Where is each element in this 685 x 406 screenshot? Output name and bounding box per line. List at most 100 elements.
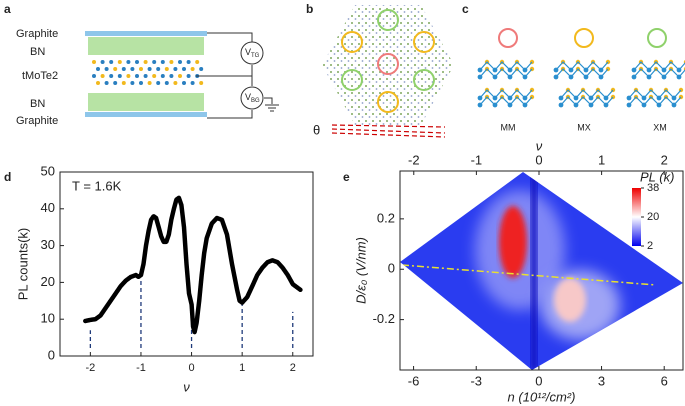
- wires: [196, 32, 279, 119]
- atom: [96, 81, 100, 85]
- y-tick-label: 0: [48, 347, 55, 362]
- site: [647, 28, 667, 48]
- colorbar-tick-label: 38: [647, 182, 659, 194]
- layer-label: Graphite: [16, 115, 58, 127]
- bond: [479, 61, 533, 71]
- bond: [628, 96, 682, 106]
- stacking-label: MM: [501, 122, 516, 132]
- atom: [190, 81, 195, 85]
- atom: [182, 81, 186, 85]
- atom: [178, 74, 182, 78]
- bond: [633, 68, 685, 78]
- atom: [100, 74, 105, 78]
- panel-labels: a b c d e: [4, 2, 469, 184]
- atom: [109, 60, 114, 64]
- moire-lattice: θ: [313, 5, 454, 138]
- x2-axis-label: ν: [536, 138, 543, 153]
- bond: [560, 96, 614, 106]
- atom: [160, 60, 165, 64]
- bn: [88, 37, 204, 55]
- x-tick-label: -3: [470, 373, 482, 388]
- atom: [121, 67, 126, 71]
- atom: [182, 67, 186, 71]
- atom: [92, 74, 96, 78]
- x-tick-label: 1: [239, 362, 245, 374]
- bond: [633, 61, 685, 71]
- atom: [147, 67, 152, 71]
- lattice: [322, 5, 454, 125]
- plot-frame: [59, 171, 314, 357]
- atom: [178, 60, 182, 64]
- layer-label: BN: [30, 46, 45, 58]
- tmote2-layer: [92, 60, 204, 85]
- bond: [555, 68, 609, 78]
- y-tick-label: 10: [41, 311, 55, 326]
- bond: [479, 96, 533, 106]
- atom: [199, 67, 204, 71]
- atom: [143, 60, 148, 64]
- source: [240, 41, 264, 65]
- atom: [186, 74, 191, 78]
- atom: [113, 67, 118, 71]
- panel-label: e: [343, 170, 350, 184]
- panel-label: b: [306, 2, 313, 16]
- stacking-label: MX: [577, 122, 591, 132]
- site: [574, 28, 594, 48]
- panel-label: a: [4, 2, 11, 16]
- atom: [126, 74, 131, 78]
- atom: [143, 74, 148, 78]
- x-tick-label: -1: [136, 362, 146, 374]
- device-schematic: Graphite BN tMoTe2 BN Graphite VTG VBG: [16, 28, 279, 127]
- atom: [92, 60, 96, 64]
- x2-tick-label: 0: [535, 152, 542, 167]
- x-axis-label: n (10¹²/cm²): [508, 389, 576, 404]
- x-tick-label: -2: [85, 362, 95, 374]
- atom: [195, 60, 200, 64]
- x-tick-label: 0: [188, 362, 194, 374]
- sites: [341, 9, 435, 113]
- atom: [135, 74, 139, 78]
- site: [498, 28, 518, 48]
- atom: [135, 60, 139, 64]
- atom: [126, 60, 131, 64]
- atom: [156, 81, 161, 85]
- source: [240, 86, 264, 110]
- x2-tick-label: -2: [408, 152, 420, 167]
- x2-tick-label: -1: [471, 152, 483, 167]
- y-tick-label: 40: [41, 200, 55, 215]
- layer-label: tMoTe2: [22, 70, 58, 82]
- atom: [100, 60, 105, 64]
- atom: [147, 81, 152, 85]
- atom: [117, 74, 122, 78]
- atom: [186, 60, 191, 64]
- atom: [173, 67, 178, 71]
- x-tick-label: 3: [598, 373, 605, 388]
- annotation: T = 1.6K: [72, 178, 122, 193]
- x-axis-label: ν: [183, 379, 190, 394]
- site: [413, 69, 435, 91]
- x-tick-label: 6: [661, 373, 668, 388]
- bond: [555, 61, 609, 71]
- bond: [479, 89, 533, 99]
- x2-tick-label: 1: [598, 152, 605, 167]
- colorbar-label: PL (k): [640, 169, 674, 184]
- atom: [190, 67, 195, 71]
- x2-tick-label: 2: [661, 152, 668, 167]
- data-line-core: [85, 196, 302, 334]
- site: [377, 91, 399, 113]
- atom: [160, 74, 165, 78]
- bond: [560, 89, 614, 99]
- colorbar: [632, 188, 641, 246]
- atom: [109, 74, 114, 78]
- twist-lines: [331, 124, 446, 138]
- site: [413, 31, 435, 53]
- stacking-label: XM: [653, 122, 667, 132]
- site: [341, 69, 363, 91]
- atom: [152, 74, 157, 78]
- y-tick-label: 0: [388, 261, 395, 276]
- atom: [173, 81, 178, 85]
- y-tick-label: 50: [41, 163, 55, 178]
- y-tick-label: -0.2: [373, 311, 395, 326]
- source-label: VBG: [245, 92, 260, 103]
